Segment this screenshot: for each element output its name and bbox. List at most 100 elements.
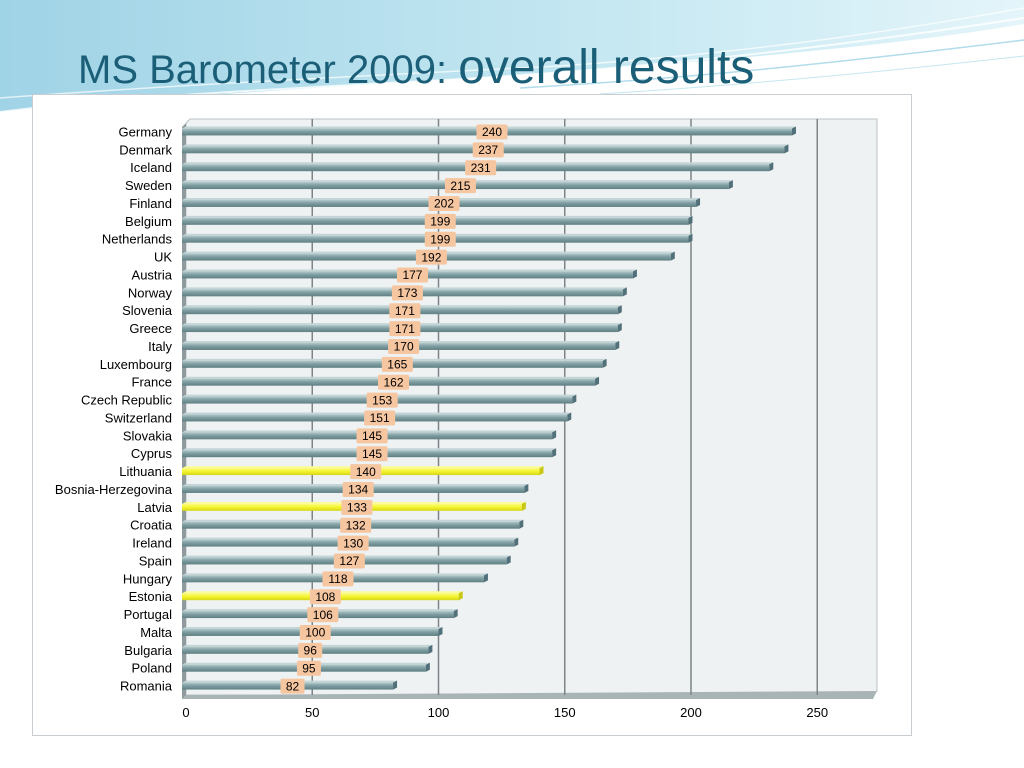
bar-end-uk — [670, 251, 675, 261]
category-label-belgium: Belgium — [125, 214, 172, 229]
slide-title-main: MS Barometer 2009: — [78, 48, 459, 92]
category-label-denmark: Denmark — [119, 142, 172, 157]
value-label-bg-slovakia — [356, 428, 388, 444]
value-label-bg-iceland — [465, 160, 497, 176]
value-label-bg-estonia — [309, 589, 341, 605]
value-label-bg-belgium — [424, 213, 456, 229]
bar-end-italy — [615, 340, 620, 350]
value-label-ireland: 130 — [343, 536, 363, 550]
value-label-germany: 240 — [482, 125, 502, 139]
category-label-greece: Greece — [129, 321, 172, 336]
value-label-latvia: 133 — [347, 501, 367, 515]
value-label-bg-austria — [396, 267, 428, 283]
value-label-norway: 173 — [397, 286, 417, 300]
value-label-sweden: 215 — [450, 179, 470, 193]
value-label-malta: 100 — [305, 626, 325, 640]
value-label-bg-czech-republic — [366, 392, 398, 408]
value-label-bg-portugal — [307, 607, 339, 623]
category-label-bosnia-herzegovina: Bosnia-Herzegovina — [55, 482, 173, 497]
bar-end-denmark — [784, 144, 789, 154]
value-label-bg-croatia — [340, 517, 372, 533]
category-label-cyprus: Cyprus — [131, 446, 173, 461]
value-label-iceland: 231 — [471, 161, 491, 175]
value-label-estonia: 108 — [315, 590, 335, 604]
value-label-cyprus: 145 — [362, 447, 382, 461]
category-label-luxembourg: Luxembourg — [100, 357, 172, 372]
x-tick-label-0: 0 — [182, 705, 189, 720]
value-label-italy: 170 — [394, 340, 414, 354]
bar-end-slovenia — [617, 305, 622, 315]
value-label-hungary: 118 — [328, 572, 347, 586]
bar-end-slovakia — [552, 430, 557, 440]
category-label-austria: Austria — [132, 267, 173, 282]
bar-end-switzerland — [567, 412, 572, 422]
value-label-bosnia-herzegovina: 134 — [348, 483, 368, 497]
value-label-bg-luxembourg — [381, 356, 413, 372]
x-tick-label-150: 150 — [554, 705, 576, 720]
value-label-bg-lithuania — [350, 464, 382, 480]
value-label-slovenia: 171 — [395, 304, 415, 318]
bar-end-luxembourg — [602, 358, 607, 368]
value-label-bg-italy — [388, 338, 420, 354]
category-label-lithuania: Lithuania — [119, 464, 173, 479]
category-label-italy: Italy — [148, 339, 172, 354]
value-label-bg-bulgaria — [298, 642, 323, 658]
value-label-bg-switzerland — [364, 410, 396, 426]
value-label-bg-uk — [415, 249, 447, 265]
value-label-croatia: 132 — [346, 518, 366, 532]
value-label-poland: 95 — [302, 661, 316, 675]
axes: Germany Denmark Iceland Sweden Finland Belgiu… — [55, 124, 828, 720]
value-label-finland: 202 — [434, 197, 454, 211]
plot-floor — [182, 691, 877, 699]
category-label-portugal: Portugal — [124, 607, 173, 622]
bar-end-spain — [506, 555, 511, 565]
value-label-bg-finland — [428, 195, 460, 211]
bar-end-estonia — [458, 591, 463, 601]
value-label-france: 162 — [384, 375, 404, 389]
value-label-bg-slovenia — [389, 303, 421, 319]
category-label-switzerland: Switzerland — [105, 410, 172, 425]
bar-end-austria — [632, 269, 637, 279]
chart-frame: 240 237 231 215 202 199 199 192 177 173 171 171 170 1… — [32, 94, 912, 736]
bar-end-greece — [617, 323, 622, 333]
bar-end-norway — [622, 287, 627, 297]
value-label-luxembourg: 165 — [387, 358, 407, 372]
value-label-bg-bosnia-herzegovina — [342, 481, 374, 497]
bar-end-germany — [792, 126, 796, 136]
category-label-norway: Norway — [128, 285, 173, 300]
value-label-portugal: 106 — [313, 608, 333, 622]
x-tick-label-100: 100 — [428, 705, 450, 720]
category-label-romania: Romania — [120, 679, 173, 694]
bar-end-iceland — [769, 162, 774, 172]
category-label-estonia: Estonia — [129, 589, 173, 604]
slide-title-accent: overall results — [458, 41, 755, 94]
bar-end-france — [595, 376, 600, 386]
bar-end-bulgaria — [428, 644, 433, 654]
category-label-netherlands: Netherlands — [102, 232, 173, 247]
category-label-slovakia: Slovakia — [123, 428, 173, 443]
value-label-slovakia: 145 — [362, 429, 382, 443]
value-label-bg-germany — [476, 124, 508, 140]
value-label-spain: 127 — [339, 554, 359, 568]
bar-end-finland — [696, 197, 701, 207]
x-tick-label-250: 250 — [806, 705, 828, 720]
value-label-austria: 177 — [402, 268, 422, 282]
plot-left-wall — [182, 123, 186, 699]
category-label-poland: Poland — [132, 661, 172, 676]
category-label-finland: Finland — [129, 196, 172, 211]
category-label-spain: Spain — [139, 553, 172, 568]
value-label-bg-latvia — [341, 499, 373, 515]
plot-area — [182, 118, 878, 699]
value-label-netherlands: 199 — [430, 232, 450, 246]
category-label-latvia: Latvia — [137, 500, 172, 515]
bar-end-czech-republic — [572, 394, 577, 404]
bar-end-portugal — [453, 609, 458, 619]
bar-end-belgium — [688, 215, 693, 225]
category-label-germany: Germany — [119, 124, 173, 139]
category-label-czech-republic: Czech Republic — [81, 393, 173, 408]
value-label-belgium: 199 — [430, 215, 450, 229]
value-label-bg-norway — [391, 285, 423, 301]
slide-title: MS Barometer 2009: overall results — [78, 40, 754, 95]
bar-end-hungary — [483, 573, 488, 583]
value-label-bg-netherlands — [424, 231, 456, 247]
